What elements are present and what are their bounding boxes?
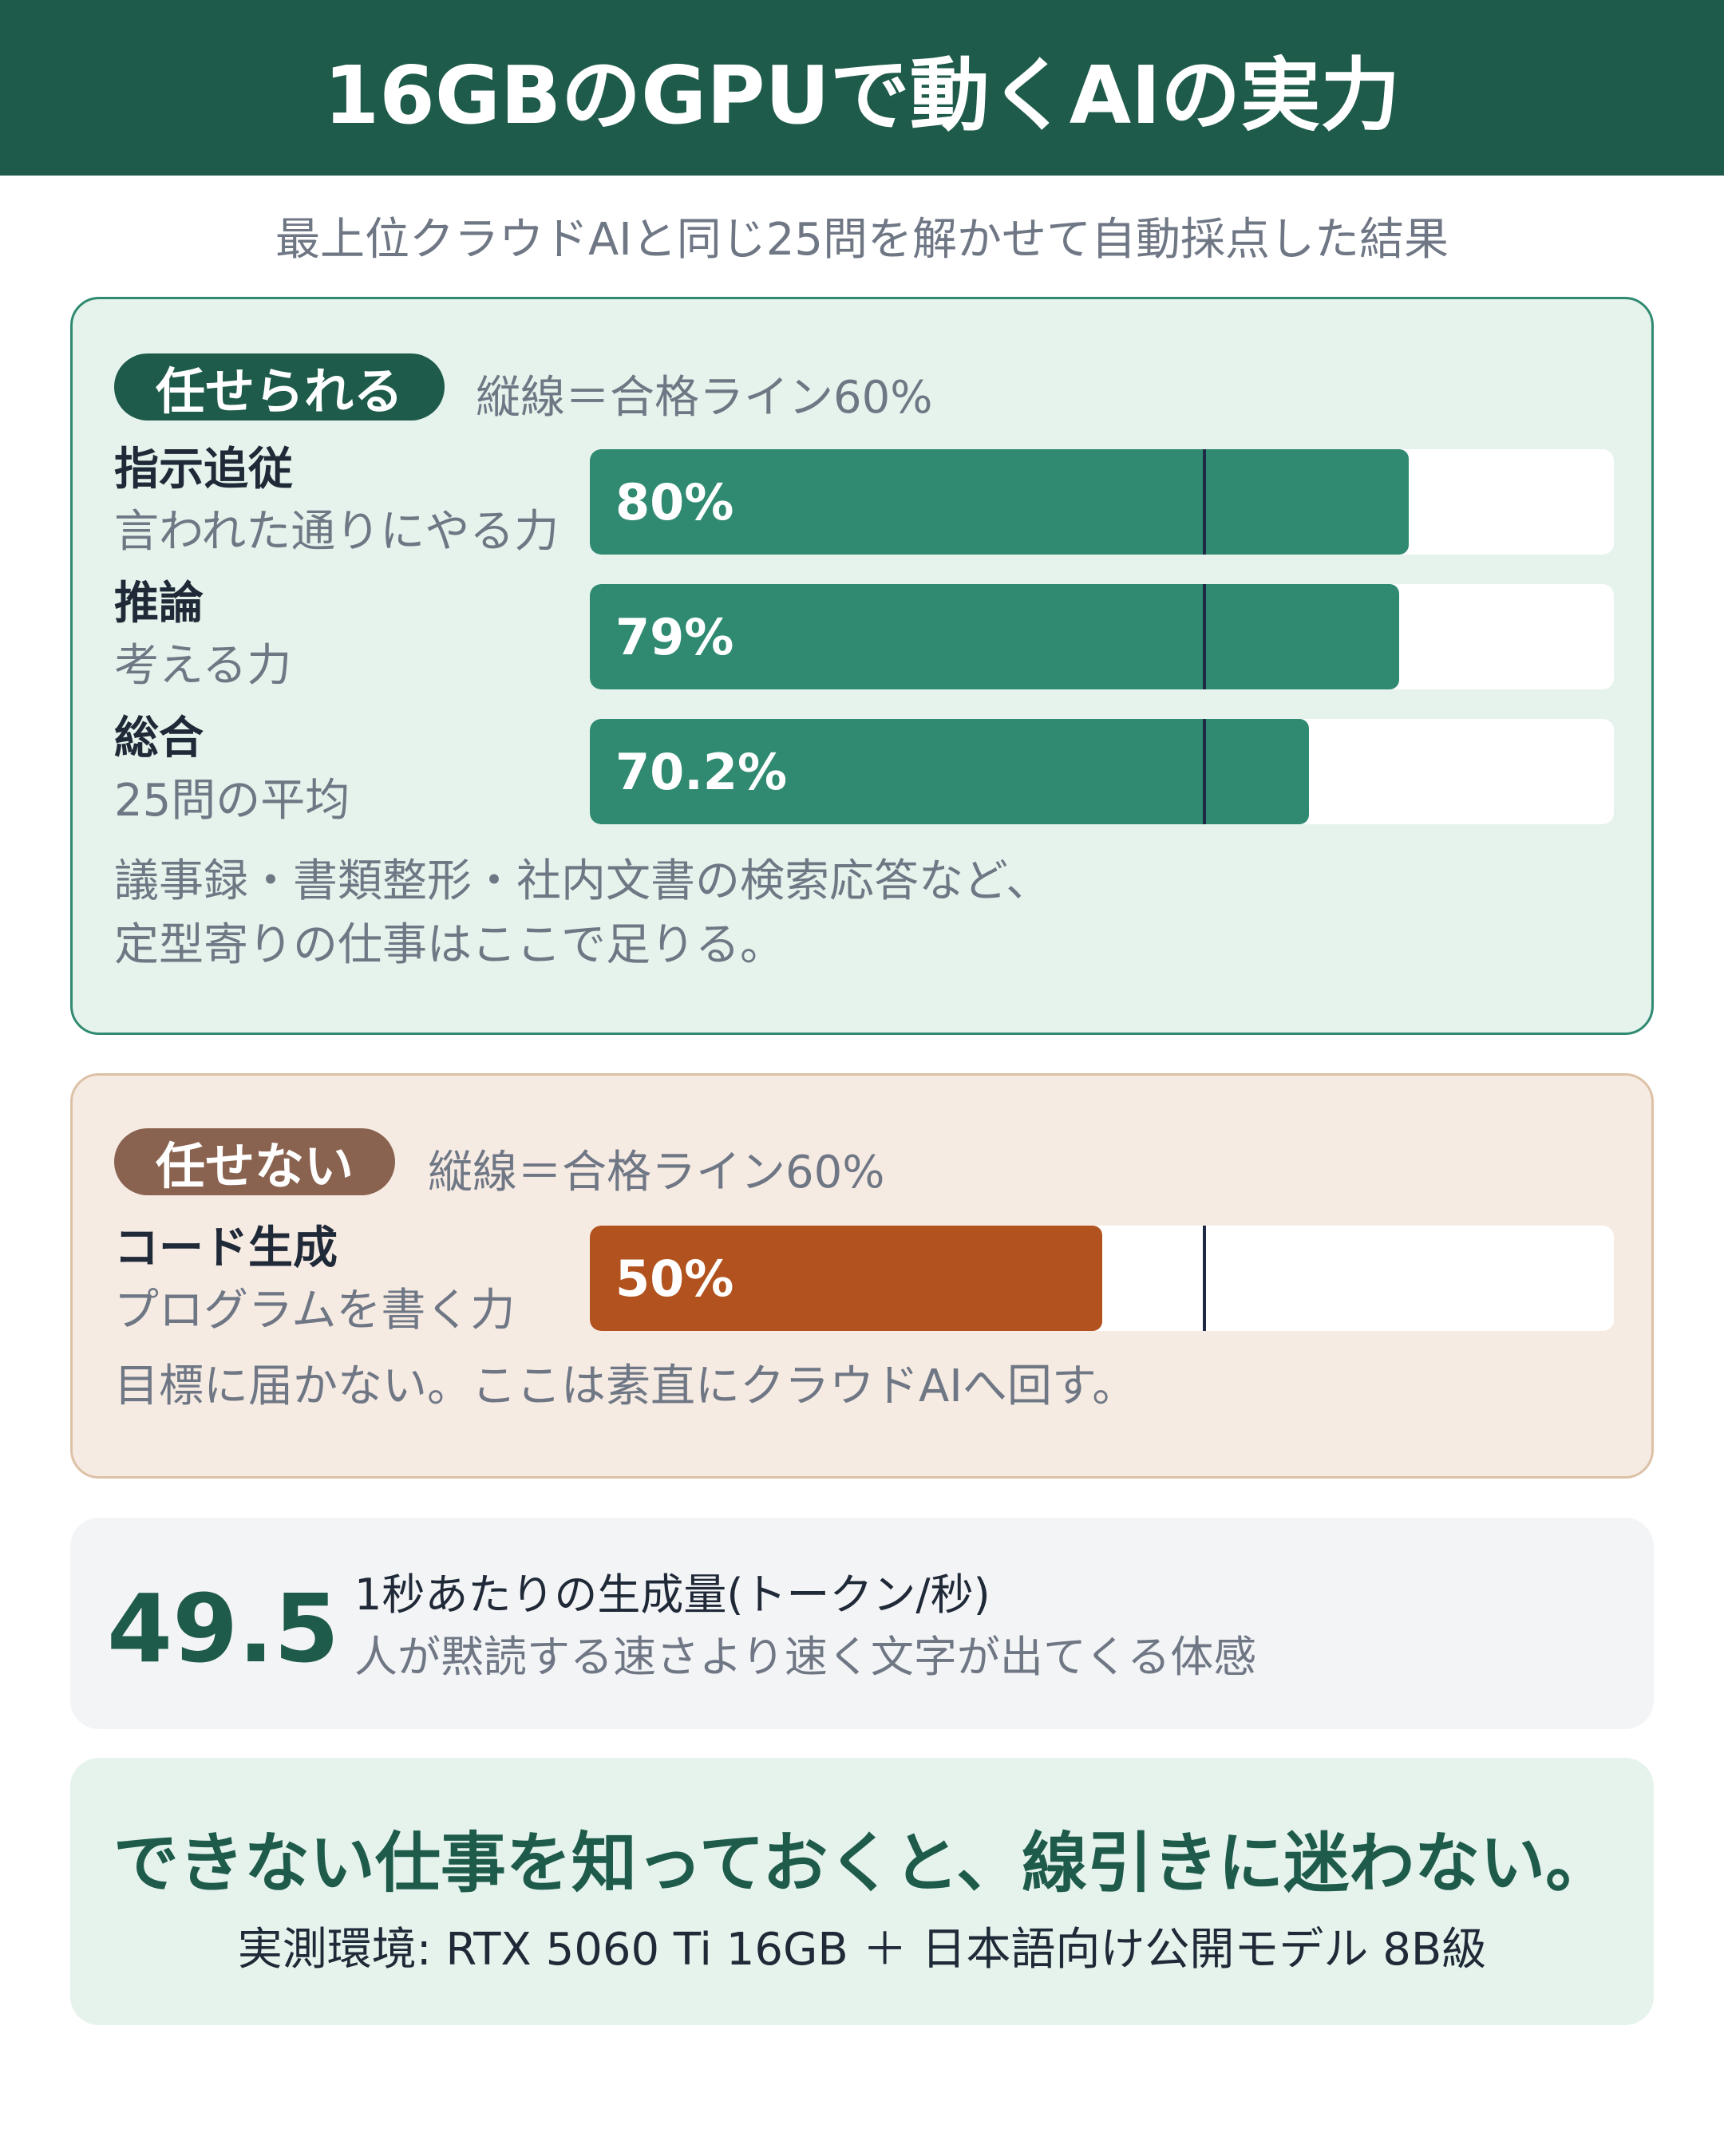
bad-section-note: 目標に届かない。ここは素直にクラウドAIへ回す。: [114, 1360, 1137, 1412]
metric-label-reasoning: 推論 考える力: [114, 573, 291, 697]
good-section-card: 任せられる 縦線＝合格ライン60% 指示追従 言われた通りにやる力 80% 推論…: [70, 297, 1654, 1035]
metric-bar-reasoning: 79%: [590, 584, 1614, 689]
speed-card: 49.5 1秒あたりの生成量(トークン/秒) 人が黙読する速さより速く文字が出て…: [70, 1518, 1654, 1729]
metric-label-codegen: コード生成 プログラムを書く力: [114, 1218, 515, 1342]
metric-value-label: 79%: [615, 607, 734, 666]
metric-subtitle: プログラムを書く力: [114, 1285, 516, 1337]
pass-line-marker: [1202, 584, 1206, 689]
good-section-badge: 任せられる: [114, 353, 445, 421]
bad-pass-line-note: 縦線＝合格ライン60%: [428, 1147, 885, 1198]
metric-bar-codegen: 50%: [590, 1226, 1614, 1331]
tokens-per-second-value: 49.5: [107, 1574, 340, 1684]
metric-bar-fill: [590, 1226, 1102, 1331]
metric-subtitle: 考える力: [114, 640, 292, 692]
test-environment: 実測環境: RTX 5060 Ti 16GB ＋ 日本語向け公開モデル 8B級: [237, 1924, 1487, 1976]
metric-label-instruction: 指示追従 言われた通りにやる力: [114, 439, 559, 563]
good-note-line-2: 定型寄りの仕事はここで足りる。: [114, 919, 785, 971]
metric-bar-fill: [590, 584, 1399, 689]
good-pass-line-note: 縦線＝合格ライン60%: [476, 372, 933, 424]
footer-message: できない仕事を知っておくと、線引きに迷わない。: [113, 1826, 1611, 1901]
metric-bar-fill: [590, 449, 1410, 555]
page-title: 16GBのGPUで動くAIの実力: [323, 48, 1401, 142]
metric-title: 推論: [114, 578, 204, 630]
speed-label: 1秒あたりの生成量(トークン/秒): [354, 1570, 991, 1620]
metric-bar-fill: [590, 719, 1309, 824]
metric-value-label: 70.2%: [615, 742, 788, 801]
speed-description: 人が黙読する速さより速く文字が出てくる体感: [354, 1632, 1257, 1682]
metric-label-overall: 総合 25問の平均: [114, 708, 350, 832]
metric-bar-overall: 70.2%: [590, 719, 1614, 824]
footer-card: できない仕事を知っておくと、線引きに迷わない。 実測環境: RTX 5060 T…: [70, 1758, 1654, 2025]
metric-value-label: 80%: [615, 472, 734, 531]
pass-line-marker: [1202, 449, 1206, 555]
page-header: 16GBのGPUで動くAIの実力: [0, 0, 1724, 176]
metric-subtitle: 言われた通りにやる力: [114, 506, 560, 558]
pass-line-marker: [1202, 1226, 1206, 1331]
pass-line-marker: [1202, 719, 1206, 824]
metric-bar-instruction: 80%: [590, 449, 1614, 555]
metric-title: 総合: [114, 713, 204, 764]
metric-value-label: 50%: [615, 1249, 734, 1308]
bad-section-badge: 任せない: [114, 1128, 396, 1195]
page-subtitle: 最上位クラウドAIと同じ25問を解かせて自動採点した結果: [275, 214, 1449, 266]
good-note-line-1: 議事録・書類整形・社内文書の検索応答など、: [114, 855, 1051, 907]
metric-title: 指示追従: [114, 444, 293, 496]
metric-title: コード生成: [114, 1222, 338, 1274]
metric-subtitle: 25問の平均: [114, 775, 350, 827]
bad-section-card: 任せない 縦線＝合格ライン60% コード生成 プログラムを書く力 50% 目標に…: [70, 1073, 1654, 1479]
good-section-note: 議事録・書類整形・社内文書の検索応答など、 定型寄りの仕事はここで足りる。: [114, 850, 1050, 977]
